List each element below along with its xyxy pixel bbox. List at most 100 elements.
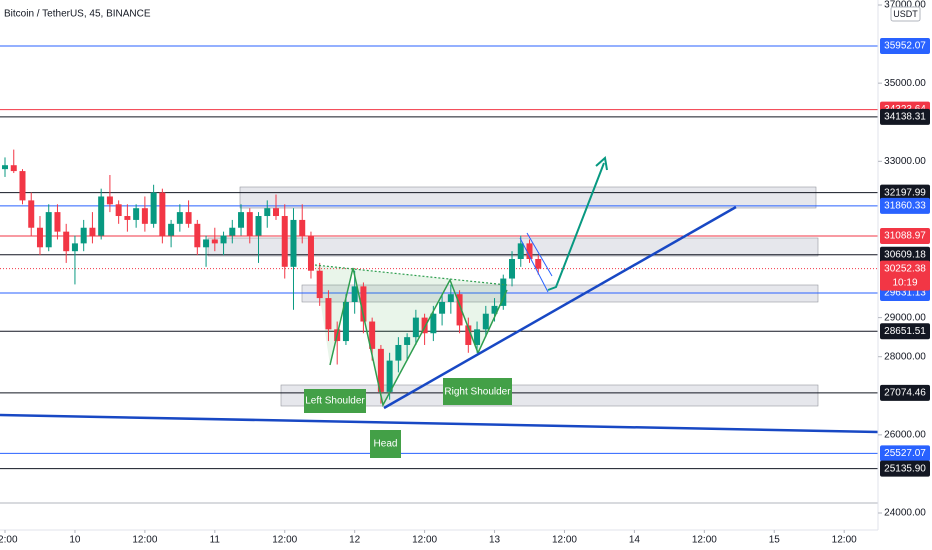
x-tick-label: 12:00 — [272, 535, 297, 546]
candle-body — [211, 239, 218, 244]
pattern-line — [329, 267, 508, 408]
price-tag-label: 30252.38 — [884, 263, 926, 274]
trendline — [383, 205, 737, 410]
candle-body — [28, 200, 35, 228]
levels — [0, 45, 878, 470]
x-tick-label: 11 — [210, 535, 221, 546]
candle-body — [307, 235, 314, 271]
candle-body — [54, 212, 61, 232]
candle-body — [150, 192, 157, 224]
candle-body — [255, 216, 262, 236]
price-tag-label: 34138.31 — [884, 111, 926, 122]
candle-body — [115, 204, 122, 217]
zone — [301, 284, 819, 303]
candle-body — [377, 348, 384, 392]
candle-body — [482, 313, 489, 330]
candle-body — [517, 243, 524, 260]
x-tick-label: 14 — [629, 535, 641, 546]
candle-body — [176, 212, 183, 224]
x-tick-label: 12:00 — [0, 535, 18, 546]
price-tag-label: 25135.90 — [884, 463, 926, 474]
candle-body — [63, 231, 70, 252]
y-tick-label: 24000.00 — [884, 508, 926, 519]
candle-body — [238, 212, 245, 228]
candle-body — [19, 171, 26, 201]
x-tick-label: 12:00 — [692, 535, 717, 546]
annotation: Head — [374, 439, 398, 450]
price-tag-label: 35952.07 — [884, 41, 926, 52]
x-tick-label: 12:00 — [132, 535, 157, 546]
candle-body — [351, 286, 358, 302]
candle-body — [71, 243, 78, 252]
x-tick-label: 12:00 — [412, 535, 437, 546]
candle-body — [456, 294, 463, 326]
candle-body — [80, 227, 87, 244]
candle-body — [281, 216, 288, 267]
x-tick-label: 12:00 — [552, 535, 577, 546]
candle-body — [500, 278, 507, 306]
annotation-box — [443, 378, 512, 405]
neckline — [314, 264, 508, 286]
price-tag-label: 27074.46 — [884, 388, 926, 399]
candle-body — [509, 259, 516, 279]
x-tick-label: 12 — [349, 535, 361, 546]
y-tick-label: 29000.00 — [884, 312, 926, 323]
price-tag — [880, 197, 930, 214]
x-tick-label: 15 — [769, 535, 781, 546]
price-tag-label: 25527.07 — [884, 448, 926, 459]
price-tag — [880, 323, 930, 340]
annotation-box — [304, 389, 366, 413]
price-tag-label: 31860.33 — [884, 200, 926, 211]
candle-body — [412, 317, 419, 338]
candle-body — [535, 259, 542, 269]
flag-line — [526, 232, 553, 277]
candle-body — [360, 286, 367, 322]
forecast-arrow — [547, 162, 605, 291]
candle-body — [421, 317, 428, 334]
candle-body — [133, 208, 140, 220]
candle-body — [159, 192, 166, 236]
y-tick-label: 28000.00 — [884, 351, 926, 362]
candle-body — [2, 165, 9, 170]
title-bg — [0, 5, 150, 21]
candle-body — [491, 305, 498, 314]
y-tick-label: 37000.00 — [884, 0, 926, 11]
price-tag — [880, 260, 930, 291]
price-tag — [880, 108, 930, 125]
candle-body — [229, 227, 236, 236]
candle-body — [430, 313, 437, 334]
y-tick-label: 33000.00 — [884, 156, 926, 167]
candle-body — [168, 223, 175, 236]
trendline — [0, 413, 879, 434]
candle-body — [386, 360, 393, 392]
candle-body — [325, 298, 332, 330]
x-tick-label: 12:00 — [832, 535, 857, 546]
zone — [207, 237, 819, 257]
candle-body — [465, 325, 472, 345]
price-tag-label: 30609.18 — [884, 249, 926, 260]
candle-body — [10, 165, 17, 172]
candles — [2, 149, 542, 404]
candle-body — [106, 196, 113, 205]
zone — [239, 186, 817, 209]
unit: USDT — [893, 9, 918, 19]
candle-body — [290, 219, 297, 267]
countdown: 10:19 — [892, 277, 917, 288]
annotation: Left Shoulder — [305, 396, 365, 407]
candle-body — [98, 196, 105, 236]
arrow-head — [595, 156, 608, 171]
price-tag — [880, 445, 930, 462]
candle-body — [246, 212, 253, 236]
candle-body — [124, 216, 131, 220]
candle-body — [36, 227, 43, 248]
candle-body — [474, 329, 481, 345]
annotation-box — [370, 430, 401, 458]
candle-body — [203, 239, 210, 248]
price-tag — [880, 37, 930, 54]
chart-title: Bitcoin / TetherUS, 45, BINANCE — [4, 9, 151, 20]
x-tick-label: 10 — [69, 535, 81, 546]
price-tag-label: 29631.13 — [884, 288, 926, 299]
